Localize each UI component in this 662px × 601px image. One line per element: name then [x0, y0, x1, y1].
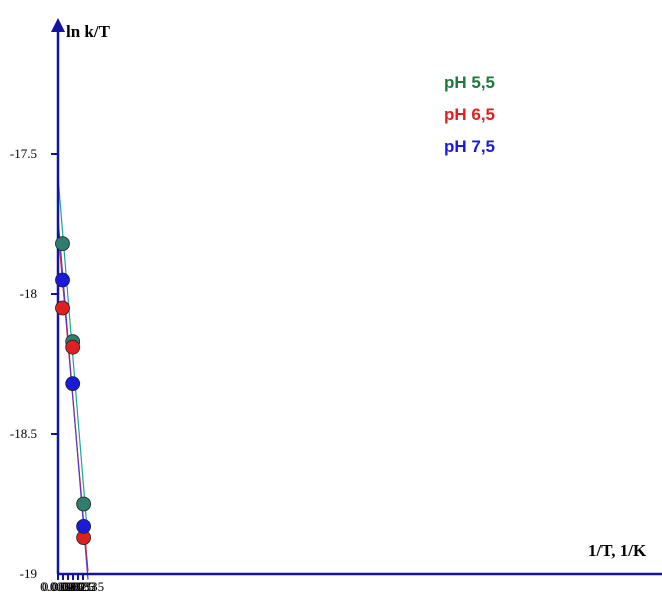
- legend-entry-0: pH 5,5: [444, 73, 495, 92]
- ticks: [51, 153, 84, 580]
- data-point-series-1: [55, 300, 70, 316]
- fit-line-0: [57, 176, 89, 541]
- legend: pH 5,5 pH 6,5 pH 7,5: [444, 73, 495, 156]
- y-axis-title: ln k/T: [66, 22, 111, 41]
- y-tick-label: -18: [20, 286, 37, 301]
- data-point-series-0: [76, 496, 91, 512]
- data-point-series-2: [55, 272, 70, 288]
- y-tick-label: -19: [20, 566, 37, 581]
- y-axis-arrow-icon: [51, 18, 65, 32]
- x-tick-label: 0.00335: [62, 579, 104, 594]
- data-point-series-2: [76, 519, 91, 534]
- data-point-series-0: [55, 236, 70, 252]
- x-tick-label: 0.0031: [40, 579, 76, 594]
- data-points: [55, 236, 91, 545]
- legend-entry-1: pH 6,5: [444, 105, 495, 124]
- y-tick-label: -18.5: [10, 426, 37, 441]
- data-point-series-2: [65, 376, 81, 392]
- x-axis-title: 1/T, 1/K: [588, 541, 647, 560]
- x-tick-label: 0.0032: [50, 579, 86, 594]
- x-tick-label: 0.0033: [60, 579, 96, 594]
- y-tick-label: -17.5: [10, 146, 37, 161]
- legend-entry-2: pH 7,5: [444, 137, 495, 156]
- data-point-series-1: [65, 339, 81, 355]
- x-tick-label: 0.00325: [52, 579, 94, 594]
- axes: [51, 18, 662, 576]
- x-tick-label: 0.00315: [42, 579, 84, 594]
